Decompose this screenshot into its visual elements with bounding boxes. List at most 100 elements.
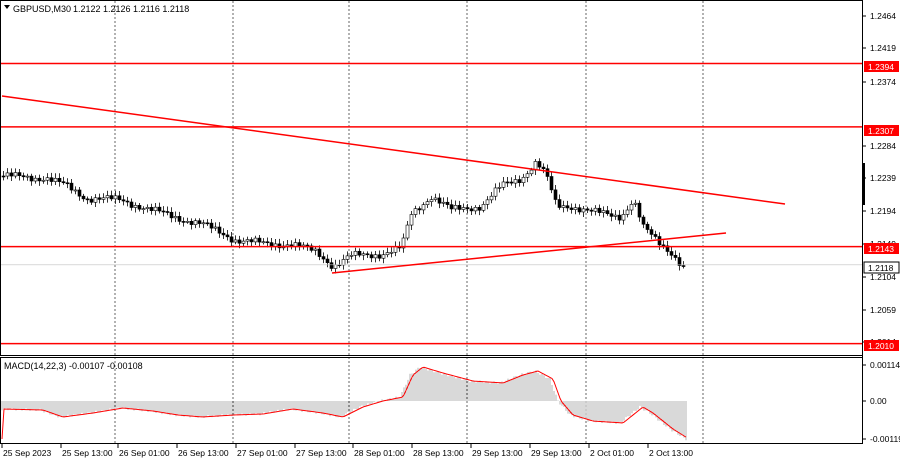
candle-body (65, 182, 70, 185)
candle-body (257, 237, 262, 243)
candle-body (529, 169, 534, 175)
candle-body (69, 182, 74, 191)
price-tick: 1.2419 (870, 43, 896, 53)
candle-body (409, 214, 414, 226)
time-tick: 2 Oct 01:00 (590, 448, 634, 458)
time-tick: 29 Sep 13:00 (531, 448, 582, 458)
candle-body (21, 175, 26, 178)
candle-body (77, 189, 82, 197)
descending-trendline (1, 95, 786, 205)
candle-body (313, 248, 318, 251)
candle-body (217, 226, 222, 234)
time-tick: 26 Sep 01:00 (119, 448, 170, 458)
candle-body (121, 199, 126, 202)
candle-body (237, 239, 242, 244)
candle-body (429, 199, 434, 202)
candle-body (349, 254, 354, 257)
candle-body (381, 254, 386, 259)
candle-body (105, 195, 110, 199)
candle-body (361, 253, 366, 256)
candle-body (321, 256, 326, 260)
level-tag-1: 1.2394 (868, 62, 894, 72)
candle-body (73, 189, 78, 192)
candle-body (657, 236, 662, 246)
candle-body (473, 207, 478, 212)
price-tick: 1.2374 (870, 77, 896, 87)
candle-body (497, 187, 502, 189)
candle-body (605, 210, 610, 214)
candle-body (545, 168, 550, 177)
vertical-grid (114, 1, 704, 443)
candle-body (441, 201, 446, 204)
candle-body (433, 197, 438, 200)
candle-body (133, 205, 138, 208)
candle-body (97, 197, 102, 200)
candle-body (589, 209, 594, 212)
candle-body (29, 175, 34, 182)
candle-body (633, 202, 638, 205)
candle-body (329, 262, 334, 269)
candle-body (405, 224, 410, 239)
candle-body (333, 264, 338, 269)
macd-tick: -0.00119 (870, 434, 900, 444)
candle-body (521, 176, 526, 183)
price-tick: 1.2284 (870, 141, 896, 151)
candle-body (637, 202, 642, 218)
candle-body (553, 189, 558, 200)
candle-body (157, 206, 162, 212)
candle-body (541, 166, 546, 169)
candle-body (485, 199, 490, 205)
candle-body (293, 242, 298, 247)
candle-body (577, 207, 582, 213)
candle-body (681, 265, 686, 267)
candle-body (581, 208, 586, 213)
candle-body (37, 177, 42, 182)
candle-body (141, 208, 146, 210)
candle-body (45, 177, 50, 181)
candle-body (125, 200, 130, 203)
macd-signal-line (1, 366, 687, 440)
time-tick: 27 Sep 13:00 (296, 448, 347, 458)
macd-panel-frame (0, 357, 863, 444)
candle-body (81, 195, 86, 200)
candle-body (421, 204, 426, 211)
candle-body (129, 201, 134, 208)
candle-body (169, 211, 174, 219)
macd-axis: 0.00114 0.00 -0.00119 (862, 360, 900, 444)
candle-body (665, 245, 670, 252)
candle-body (505, 181, 510, 184)
candle-body (213, 226, 218, 229)
symbol-dropdown-icon[interactable] (4, 5, 10, 9)
candle-body (325, 258, 330, 263)
candle-body (477, 207, 482, 211)
macd-histogram (1, 367, 687, 441)
candle-body (345, 255, 350, 260)
candle-body (5, 172, 10, 177)
time-tick: 25 Sep 2023 (3, 448, 51, 458)
candle-body (221, 232, 226, 236)
candle-body (193, 220, 198, 225)
candle-body (537, 161, 542, 168)
candle-body (417, 208, 422, 211)
candle-body (245, 239, 250, 242)
candle-body (621, 214, 626, 221)
candle-body (465, 207, 470, 210)
candle-body (241, 240, 246, 244)
candle-body (401, 237, 406, 249)
candle-body (613, 214, 618, 217)
candle-body (249, 239, 254, 243)
macd-tick: 0.00114 (870, 360, 900, 370)
candle-body (609, 213, 614, 217)
macd-tick: 0.00 (870, 396, 887, 406)
candle-body (117, 195, 122, 201)
horizontal-levels (1, 62, 862, 345)
symbol-label: GBPUSD,M30 (13, 4, 71, 14)
candle-body (353, 250, 358, 256)
candle-body (181, 221, 186, 223)
candle-body (509, 181, 514, 184)
time-axis: 25 Sep 2023 25 Sep 13:00 26 Sep 01:00 26… (1, 444, 693, 458)
candle-body (373, 254, 378, 259)
candle-body (153, 206, 158, 211)
candle-body (453, 205, 458, 210)
